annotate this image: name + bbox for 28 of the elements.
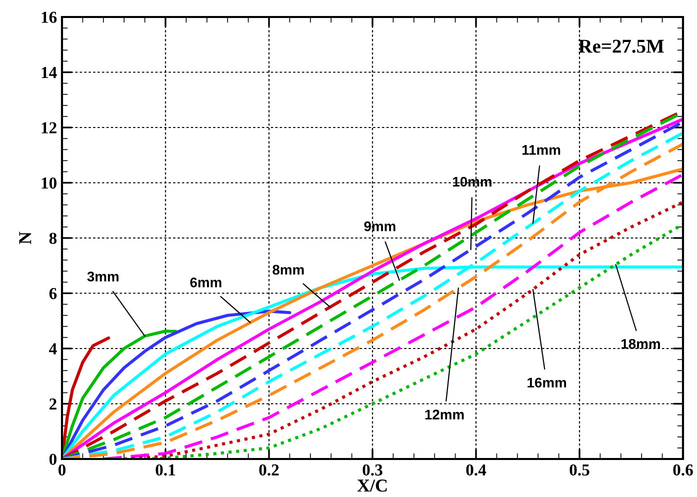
y-tick-label: 12 xyxy=(42,122,56,134)
x-tick-label: 0.3 xyxy=(362,464,382,476)
y-tick-label: 14 xyxy=(42,67,57,78)
y-tick-label: 4 xyxy=(49,343,57,354)
y-tick-label: 10 xyxy=(42,177,57,189)
y-tick-label: 0 xyxy=(49,454,57,465)
annotation: 16mm xyxy=(528,378,566,388)
y-tick-label: 6 xyxy=(49,288,57,300)
y-tick-label: 8 xyxy=(49,232,57,244)
annotation: 11mm xyxy=(522,145,560,155)
x-tick-label: 0 xyxy=(58,464,66,476)
x-tick-label: 0.4 xyxy=(466,464,486,476)
annotation: 12mm xyxy=(425,410,464,420)
x-tick-label: 0.5 xyxy=(570,464,590,476)
annotation: 8mm xyxy=(272,264,304,275)
x-tick-label: 0.2 xyxy=(259,464,279,476)
y-tick-label: 2 xyxy=(50,398,56,410)
x-tick-label: 0.6 xyxy=(673,464,693,476)
annotation: Re=27.5M xyxy=(578,40,664,53)
annotation: 3mm xyxy=(87,272,118,282)
x-tick-label: 0.1 xyxy=(156,464,176,476)
annotation: 9mm xyxy=(364,221,396,232)
x-axis-title: X/C xyxy=(357,480,387,492)
y-tick-label: 16 xyxy=(42,12,57,23)
annotation: 10mm xyxy=(453,176,492,187)
annotation: 6mm xyxy=(190,278,222,288)
y-axis-title: N xyxy=(19,232,32,244)
annotation: 18mm xyxy=(622,338,660,349)
